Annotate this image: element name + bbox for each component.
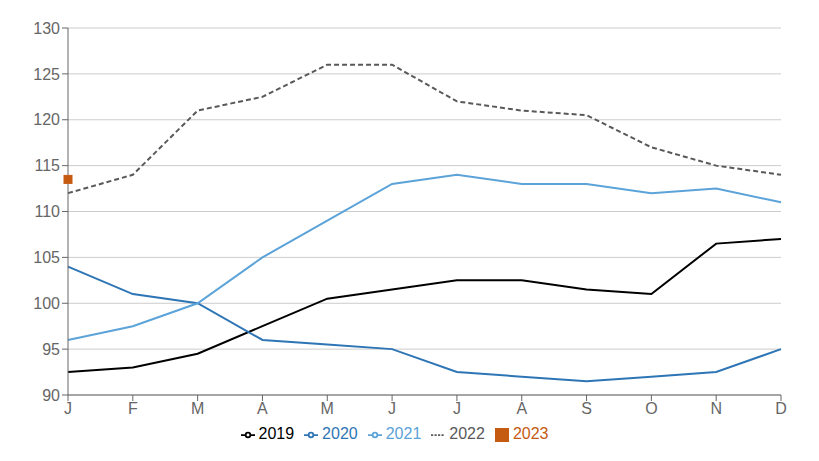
html-text:2022: 2022 (449, 425, 485, 442)
html-text:2023: 2023 (512, 425, 549, 442)
svg-text:M: M (191, 400, 204, 417)
svg-text:110: 110 (34, 203, 60, 220)
html-text:2020: 2020 (322, 425, 358, 442)
svg-text:90: 90 (42, 387, 60, 404)
svg-text:J: J (388, 400, 396, 417)
svg-text:130: 130 (33, 20, 60, 37)
svg-text:J: J (64, 400, 72, 417)
svg-text:95: 95 (42, 341, 60, 358)
svg-text:120: 120 (33, 111, 60, 128)
svg-text:115: 115 (34, 157, 60, 174)
svg-text:J: J (453, 400, 461, 417)
svg-text:S: S (581, 400, 592, 417)
svg-text:N: N (710, 400, 722, 417)
svg-text:105: 105 (33, 249, 60, 266)
svg-text:F: F (128, 400, 138, 417)
svg-text:100: 100 (33, 295, 60, 312)
svg-text:A: A (257, 400, 268, 417)
html-text:2021: 2021 (385, 425, 422, 442)
svg-text:A: A (516, 400, 527, 417)
svg-text:O: O (645, 400, 657, 417)
svg-text:M: M (321, 400, 334, 417)
svg-text:D: D (775, 400, 787, 417)
html-text:2019: 2019 (258, 425, 295, 442)
svg-text:125: 125 (33, 66, 60, 83)
